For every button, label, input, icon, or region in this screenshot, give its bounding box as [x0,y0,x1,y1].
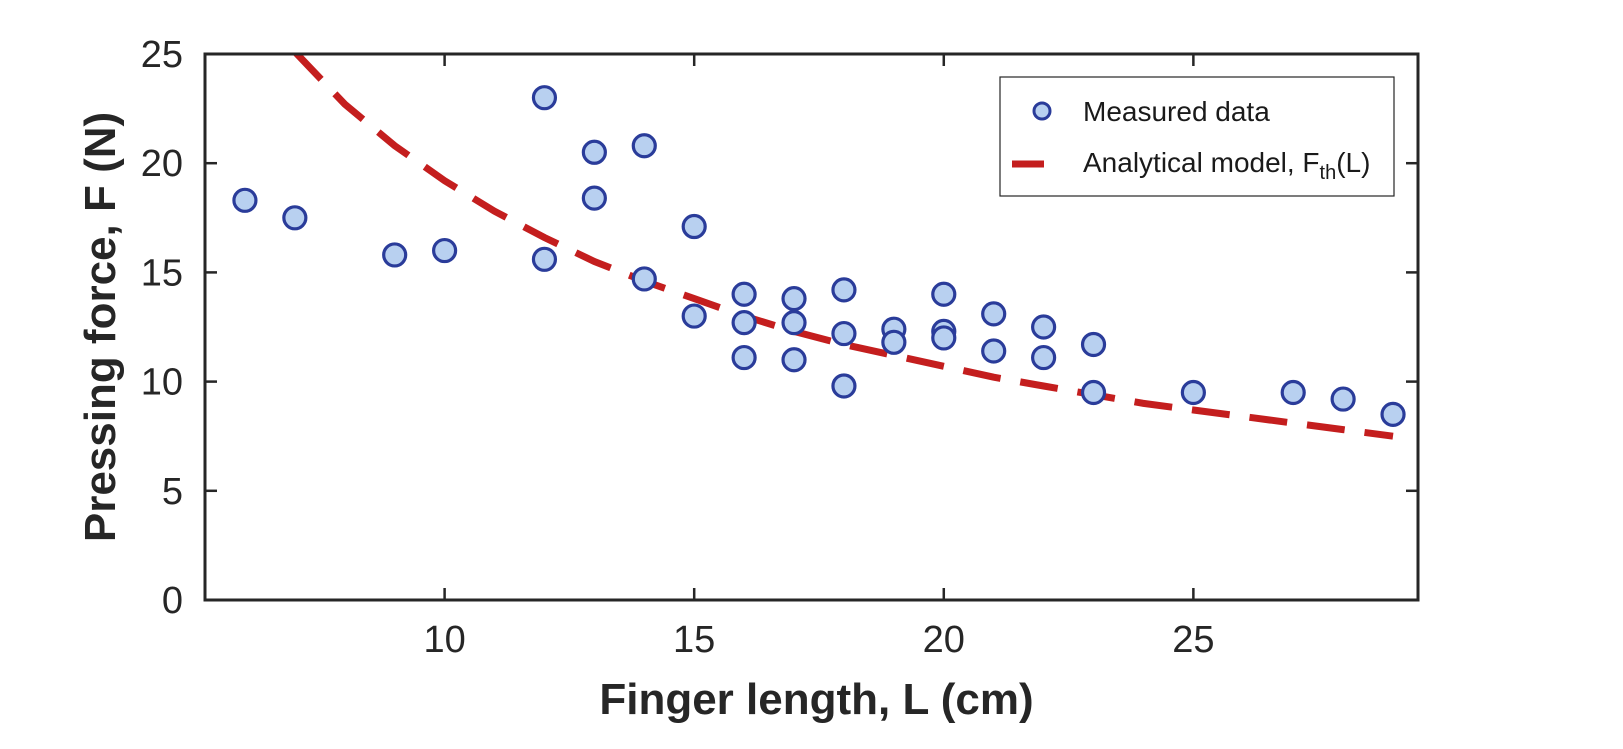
y-tick-label: 15 [141,252,183,294]
data-point [781,347,807,373]
x-tick-label: 20 [923,619,965,661]
data-point [631,133,657,159]
data-point [731,281,757,307]
data-point [781,286,807,312]
data-point [681,303,707,329]
axes-frame [203,52,1420,602]
legend-box [999,76,1395,197]
x-tick-label: 25 [1172,619,1214,661]
data-point [581,139,607,165]
data-point [881,329,907,355]
x-tick-label: 10 [423,619,465,661]
data-point [1380,401,1406,427]
data-point [1330,386,1356,412]
data-point [731,344,757,371]
data-point [731,310,757,336]
x-tick-label: 15 [673,619,715,661]
data-point [282,205,308,231]
data-point [781,310,807,336]
legend-marker-measured [1032,101,1052,121]
y-tick-label: 20 [141,143,183,185]
data-point [1180,379,1206,406]
axis-ticks: 10 15 20 25 0 5 10 15 20 25 [141,34,1418,661]
data-point [232,187,258,213]
legend-label-model-prefix: Analytical model, F [1083,147,1320,178]
data-point [531,85,558,111]
data-point [382,242,408,268]
legend-label-model: Analytical model, Fth(L) [1083,147,1370,184]
x-axis-label: Finger length, L (cm) [599,675,1033,724]
legend-label-measured: Measured data [1083,96,1270,127]
data-point [581,185,607,211]
y-tick-label: 10 [141,362,183,404]
data-point [831,373,857,399]
data-point [931,281,957,307]
data-point [981,338,1007,364]
data-point [1280,379,1306,406]
y-tick-label: 0 [162,580,183,622]
y-tick-label: 25 [141,34,183,76]
data-point [631,266,657,292]
y-tick-label: 5 [162,471,183,513]
plot-area [232,54,1406,440]
data-point [1080,379,1107,406]
model-line [292,54,1394,440]
y-axis-label: Pressing force, F (N) [76,112,125,542]
data-point [432,237,458,264]
data-point [831,277,857,303]
legend-label-model-suffix: (L) [1336,147,1370,178]
data-point [931,325,957,351]
data-point [1031,314,1057,340]
legend: Measured data Analytical model, Fth(L) [999,76,1395,197]
data-point [1031,344,1057,371]
data-point [531,246,558,272]
data-point [831,320,857,347]
legend-label-model-subscript: th [1320,162,1337,184]
data-point [981,301,1007,327]
data-point [681,213,707,240]
data-point [1080,331,1107,358]
